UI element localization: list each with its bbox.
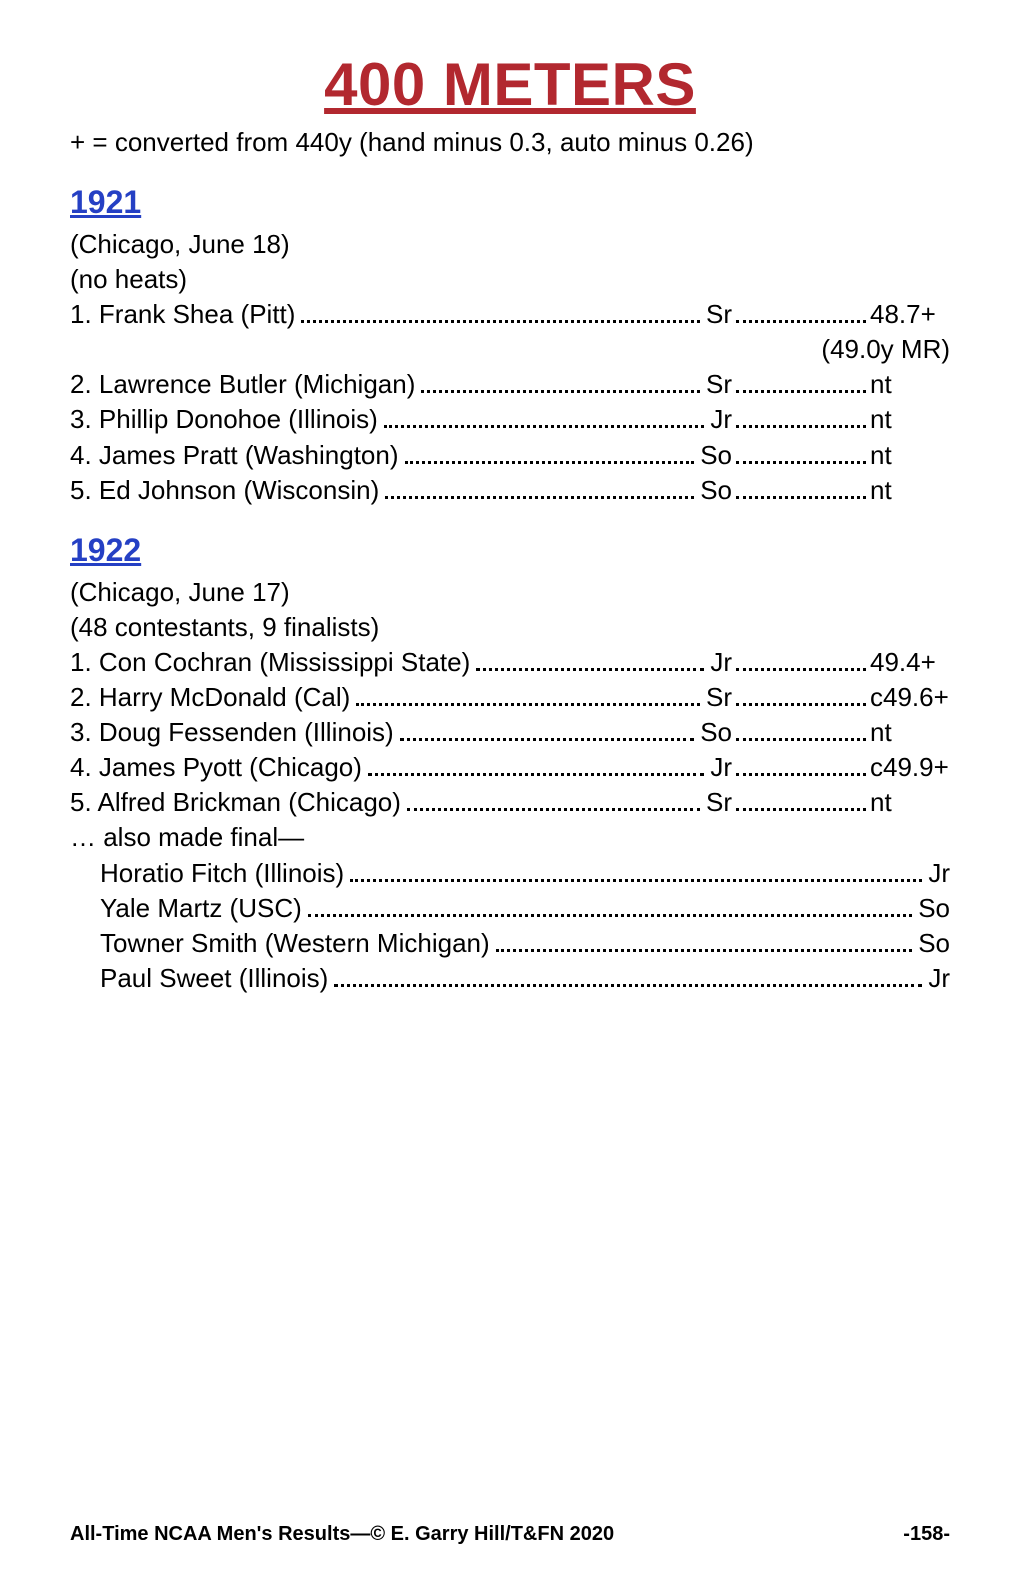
leader-dots xyxy=(350,879,922,882)
result-class: Sr xyxy=(706,367,732,402)
leader-dots xyxy=(405,461,695,464)
result-time: c49.9+ xyxy=(870,750,950,785)
leader-dots xyxy=(736,320,866,323)
result-time: nt xyxy=(870,715,950,750)
result-name: 1. Frank Shea (Pitt) xyxy=(70,297,295,332)
leader-dots xyxy=(308,914,912,917)
also-class: So xyxy=(918,891,950,926)
leader-dots xyxy=(736,668,866,671)
also-class: So xyxy=(918,926,950,961)
result-name: 2. Harry McDonald (Cal) xyxy=(70,680,350,715)
result-row: 1. Frank Shea (Pitt) Sr 48.7+ xyxy=(70,297,950,332)
result-row: 3. Doug Fessenden (Illinois) So nt xyxy=(70,715,950,750)
result-row: 2. Harry McDonald (Cal) Sr c49.6+ xyxy=(70,680,950,715)
leader-dots xyxy=(496,949,913,952)
record-note: (49.0y MR) xyxy=(70,332,950,367)
meet-meta: (48 contestants, 9 finalists) xyxy=(70,610,950,645)
leader-dots xyxy=(407,808,700,811)
also-made-final-label: … also made final— xyxy=(70,820,950,855)
leader-dots xyxy=(736,390,866,393)
conversion-note: + = converted from 440y (hand minus 0.3,… xyxy=(70,127,950,158)
result-class: Jr xyxy=(710,645,732,680)
also-row: Paul Sweet (Illinois) Jr xyxy=(70,961,950,996)
page-title: 400 METERS xyxy=(70,50,950,119)
meet-meta: (Chicago, June 18) xyxy=(70,227,950,262)
meet-meta: (Chicago, June 17) xyxy=(70,575,950,610)
result-row: 2. Lawrence Butler (Michigan) Sr nt xyxy=(70,367,950,402)
result-time: 49.4+ xyxy=(870,645,950,680)
result-time: nt xyxy=(870,402,950,437)
result-name: 1. Con Cochran (Mississippi State) xyxy=(70,645,470,680)
result-time: 48.7+ xyxy=(870,297,950,332)
result-class: Jr xyxy=(710,750,732,785)
result-class: So xyxy=(700,715,732,750)
also-name: Towner Smith (Western Michigan) xyxy=(100,926,490,961)
footer-left: All-Time NCAA Men's Results—© E. Garry H… xyxy=(70,1523,614,1546)
leader-dots xyxy=(384,425,705,428)
result-class: Sr xyxy=(706,680,732,715)
result-name: 2. Lawrence Butler (Michigan) xyxy=(70,367,415,402)
leader-dots xyxy=(736,703,866,706)
result-time: nt xyxy=(870,367,950,402)
result-time: c49.6+ xyxy=(870,680,950,715)
leader-dots xyxy=(356,703,700,706)
page-footer: All-Time NCAA Men's Results—© E. Garry H… xyxy=(70,1523,950,1546)
also-name: Yale Martz (USC) xyxy=(100,891,302,926)
leader-dots xyxy=(736,496,866,499)
also-row: Yale Martz (USC) So xyxy=(70,891,950,926)
result-name: 3. Phillip Donohoe (Illinois) xyxy=(70,402,378,437)
leader-dots xyxy=(421,390,700,393)
leader-dots xyxy=(334,984,922,987)
result-row: 3. Phillip Donohoe (Illinois) Jr nt xyxy=(70,402,950,437)
result-time: nt xyxy=(870,785,950,820)
result-class: Sr xyxy=(706,297,732,332)
result-class: So xyxy=(700,473,732,508)
also-name: Horatio Fitch (Illinois) xyxy=(100,856,344,891)
also-row: Horatio Fitch (Illinois) Jr xyxy=(70,856,950,891)
leader-dots xyxy=(736,773,866,776)
result-row: 4. James Pratt (Washington) So nt xyxy=(70,438,950,473)
result-row: 5. Alfred Brickman (Chicago) Sr nt xyxy=(70,785,950,820)
also-name: Paul Sweet (Illinois) xyxy=(100,961,328,996)
result-class: So xyxy=(700,438,732,473)
also-row: Towner Smith (Western Michigan) So xyxy=(70,926,950,961)
result-row: 4. James Pyott (Chicago) Jr c49.9+ xyxy=(70,750,950,785)
result-row: 5. Ed Johnson (Wisconsin) So nt xyxy=(70,473,950,508)
result-name: 4. James Pratt (Washington) xyxy=(70,438,399,473)
leader-dots xyxy=(385,496,694,499)
leader-dots xyxy=(736,738,866,741)
also-class: Jr xyxy=(928,961,950,996)
result-time: nt xyxy=(870,473,950,508)
leader-dots xyxy=(476,668,704,671)
result-time: nt xyxy=(870,438,950,473)
leader-dots xyxy=(368,773,704,776)
result-row: 1. Con Cochran (Mississippi State) Jr 49.4… xyxy=(70,645,950,680)
result-name: 4. James Pyott (Chicago) xyxy=(70,750,362,785)
meet-meta: (no heats) xyxy=(70,262,950,297)
leader-dots xyxy=(736,461,866,464)
leader-dots xyxy=(736,425,866,428)
leader-dots xyxy=(400,738,694,741)
result-name: 3. Doug Fessenden (Illinois) xyxy=(70,715,394,750)
leader-dots xyxy=(301,320,700,323)
leader-dots xyxy=(736,808,866,811)
result-name: 5. Ed Johnson (Wisconsin) xyxy=(70,473,379,508)
year-heading: 1922 xyxy=(70,532,950,569)
result-class: Jr xyxy=(710,402,732,437)
year-heading: 1921 xyxy=(70,184,950,221)
result-name: 5. Alfred Brickman (Chicago) xyxy=(70,785,401,820)
also-class: Jr xyxy=(928,856,950,891)
result-class: Sr xyxy=(706,785,732,820)
footer-right: -158- xyxy=(903,1523,950,1546)
